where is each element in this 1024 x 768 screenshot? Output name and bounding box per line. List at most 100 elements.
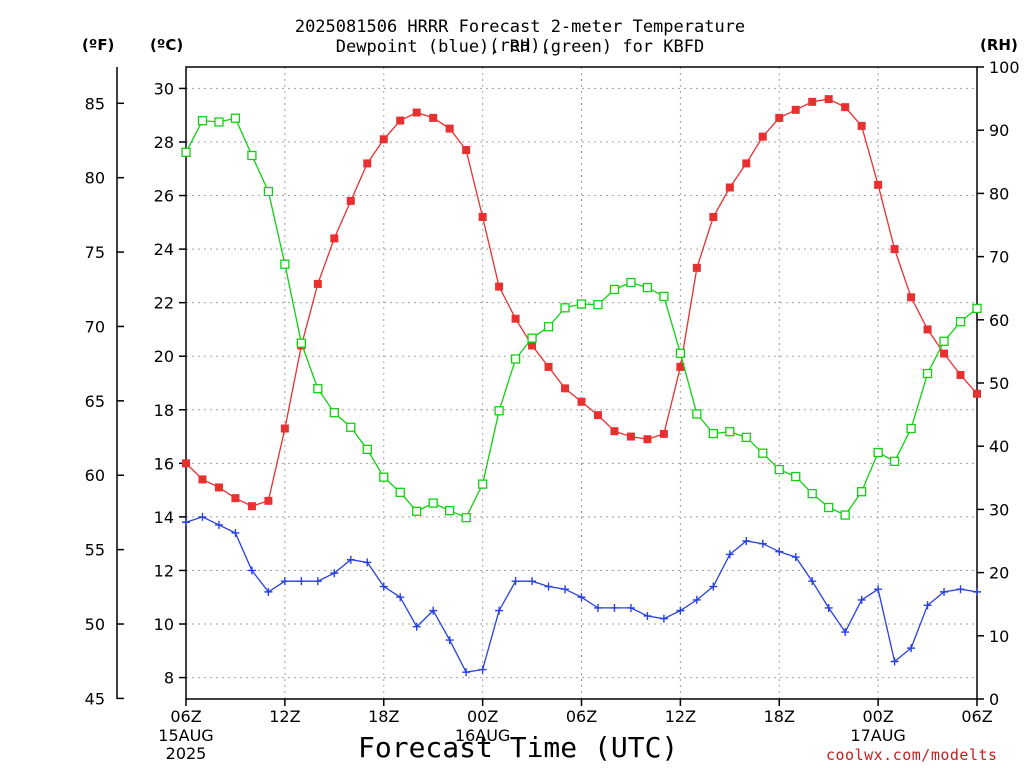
rh-point — [741, 432, 751, 443]
rh-point — [939, 336, 949, 346]
x-tick-label: 06Z — [170, 707, 201, 726]
rh-point — [642, 282, 653, 293]
rh-point — [889, 456, 900, 467]
rh-point — [247, 150, 257, 161]
rh-point — [659, 291, 669, 302]
celsius-tick-label: 20 — [154, 347, 174, 366]
dewpoint-point — [808, 577, 817, 586]
fahrenheit-tick-label: 75 — [85, 243, 105, 262]
rh-point — [379, 472, 389, 482]
temperature-point — [610, 427, 619, 436]
chart-title-line-2: Dewpoint (blue), RH (green) for KBFD — [335, 37, 705, 57]
rh-point — [576, 299, 587, 309]
dewpoint-point — [495, 606, 504, 615]
dewpoint-point — [478, 665, 487, 674]
celsius-unit-label: (ºC) — [150, 36, 184, 54]
temperature-point — [791, 105, 800, 114]
dewpoint-point — [742, 537, 751, 545]
temperature-point — [412, 108, 421, 117]
temperature-point — [247, 502, 256, 511]
celsius-tick-label: 12 — [154, 561, 174, 580]
dewpoint-point — [462, 668, 471, 677]
dewpoint-point — [973, 587, 981, 596]
temperature-point — [214, 483, 223, 492]
dewpoint-point — [890, 657, 899, 666]
rh-point — [461, 512, 471, 523]
dewpoint-point — [396, 593, 405, 602]
temperature-point — [824, 95, 833, 104]
temperature-point — [511, 314, 520, 323]
fahrenheit-tick-label: 45 — [85, 689, 105, 708]
dewpoint-point — [626, 603, 635, 612]
temperature-point — [692, 263, 701, 272]
celsius-tick-label: 28 — [154, 133, 174, 152]
rh-point — [609, 284, 620, 295]
dewpoint-point — [544, 582, 553, 591]
rh-point — [395, 487, 405, 497]
temperature-point — [890, 245, 899, 254]
x-tick-label: 00Z — [467, 707, 498, 726]
credit-link[interactable]: coolwx.com/modelts — [826, 746, 998, 764]
rh-point — [296, 338, 307, 348]
temperature-point — [643, 435, 652, 444]
temperature-point — [577, 397, 586, 406]
rh-tick-label: 50 — [989, 374, 1009, 393]
fahrenheit-tick-label: 55 — [85, 541, 105, 560]
rh-point — [675, 348, 686, 358]
dewpoint-point — [280, 577, 289, 586]
temperature-point — [841, 103, 850, 112]
rh-point — [856, 487, 867, 497]
rh-point — [922, 368, 933, 379]
dewpoint-point — [725, 550, 734, 559]
grid-lines — [186, 67, 977, 699]
rh-point — [791, 471, 801, 482]
rh-tick-label: 90 — [989, 121, 1009, 140]
rh-point — [873, 447, 883, 458]
rh-point — [445, 506, 455, 516]
dewpoint-point — [214, 520, 223, 529]
rh-point — [412, 506, 422, 516]
x-tick-year-label: 2025 — [166, 744, 207, 763]
temperature-point — [330, 234, 339, 243]
temperature-point — [396, 116, 405, 125]
dewpoint-point — [561, 585, 570, 594]
temperature-point — [198, 475, 207, 484]
temperature-point — [495, 282, 504, 291]
dewpoint-point — [824, 603, 833, 612]
rh-point — [280, 259, 290, 269]
dewpoint-point — [676, 606, 685, 615]
dewpoint-point — [709, 582, 718, 591]
dewpoint-point — [643, 611, 652, 620]
temperature-point — [462, 146, 471, 155]
celsius-tick-label: 22 — [154, 294, 174, 313]
temperature-point — [725, 183, 734, 192]
rh-tick-label: 80 — [989, 184, 1009, 203]
rh-point — [840, 510, 850, 520]
dewpoint-point — [874, 585, 883, 594]
temperature-point — [857, 121, 866, 130]
dewpoint-point — [758, 539, 767, 548]
rh-tick-label: 40 — [989, 437, 1009, 456]
rh-point — [181, 147, 191, 157]
rh-point — [313, 384, 323, 394]
dewpoint-point — [659, 614, 668, 623]
x-tick-date-label: 16AUG — [455, 726, 510, 745]
rh-point — [906, 423, 916, 434]
temperature-point — [313, 279, 322, 288]
temperature-point — [445, 124, 454, 133]
dewpoint-point — [346, 555, 355, 564]
dewpoint-point — [379, 582, 388, 591]
dewpoint-point — [528, 577, 537, 586]
temperature-point — [561, 384, 570, 393]
rh-point — [214, 117, 224, 127]
rh-point — [197, 116, 208, 126]
rh-point — [955, 317, 966, 327]
temperature-point — [973, 389, 981, 398]
temperature-point — [379, 135, 388, 144]
rh-point — [329, 408, 339, 418]
temperature-point — [544, 362, 553, 371]
temperature-point — [528, 341, 537, 350]
temperature-point — [742, 159, 751, 168]
dewpoint-point — [956, 585, 965, 594]
